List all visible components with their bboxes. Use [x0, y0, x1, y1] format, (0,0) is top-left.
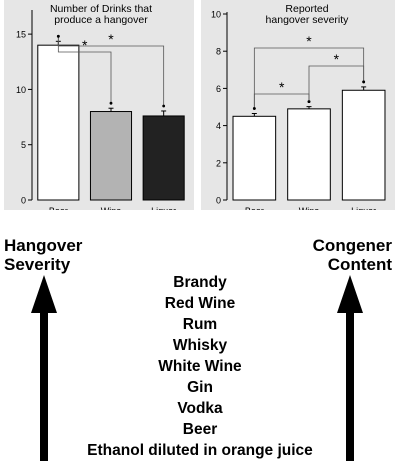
bracket-end-dot — [362, 80, 366, 84]
chart-title: Number of Drinks that — [50, 3, 152, 15]
bar — [287, 108, 331, 201]
drink-item: Ethanol diluted in orange juice — [87, 442, 313, 459]
significance-star: * — [279, 79, 285, 95]
significance-star: * — [82, 37, 88, 53]
bracket-end-dot — [252, 107, 256, 110]
y-tick-label: 10 — [211, 10, 221, 20]
bar — [89, 111, 133, 201]
bracket-end-dot — [162, 104, 166, 108]
drink-list: Brandy Red Wine Rum Whisky White Wine Gi… — [0, 272, 400, 461]
congener-content-label-line-1: Congener — [312, 236, 392, 255]
drink-item: Whisky — [172, 337, 228, 354]
drink-item: Rum — [182, 316, 218, 333]
significance-bracket — [253, 47, 365, 109]
x-tick-label: Beer — [245, 206, 264, 210]
chart-title: hangover severity — [266, 14, 350, 26]
bar — [142, 115, 185, 201]
drink-item: Gin — [187, 379, 213, 396]
y-tick-label: 2 — [216, 158, 221, 168]
significance-star: * — [306, 33, 312, 49]
x-tick-label: Liquor — [151, 206, 176, 210]
significance-bracket — [253, 93, 310, 109]
chart-title: Reported — [285, 3, 328, 15]
bracket-end-dot — [307, 100, 311, 104]
x-tick-label: Liquor — [351, 206, 376, 210]
bar — [232, 115, 277, 201]
hangover-severity-label-line-1: Hangover — [4, 236, 83, 255]
significance-star: * — [334, 51, 340, 67]
y-tick-label: 0 — [216, 196, 221, 206]
x-tick-label: Beer — [49, 206, 68, 210]
y-tick-label: 6 — [216, 84, 221, 94]
y-tick-label: 15 — [16, 30, 26, 40]
drink-item: Beer — [182, 421, 218, 438]
bracket-end-dot — [56, 34, 60, 38]
x-tick-label: Wine — [101, 206, 122, 210]
x-tick-label: Wine — [299, 206, 320, 210]
drink-item: White Wine — [158, 358, 242, 375]
chart-title: produce a hangover — [54, 14, 148, 26]
hangover-severity-label-line-2: Severity — [4, 255, 71, 274]
y-tick-label: 8 — [216, 47, 221, 57]
y-tick-label: 0 — [21, 196, 26, 206]
y-tick-label: 4 — [216, 121, 221, 131]
right-up-arrow — [337, 275, 363, 461]
drink-item: Red Wine — [164, 295, 236, 312]
significance-bracket — [57, 36, 165, 106]
y-tick-label: 10 — [16, 85, 26, 95]
bracket-end-dot — [109, 101, 113, 105]
bar — [341, 89, 386, 201]
drink-item: Vodka — [177, 400, 223, 417]
y-tick-label: 5 — [21, 140, 26, 150]
congener-content-label: Congener Content — [313, 236, 392, 274]
congener-content-label-line-2: Content — [327, 255, 392, 274]
hangover-severity-label: Hangover Severity — [4, 236, 82, 274]
left-up-arrow — [31, 275, 57, 461]
bar — [37, 44, 80, 201]
drink-item: Brandy — [173, 274, 227, 291]
significance-star: * — [108, 31, 114, 47]
drinks-chart-panel: Number of Drinks that produce a hangover 0… — [4, 0, 194, 216]
